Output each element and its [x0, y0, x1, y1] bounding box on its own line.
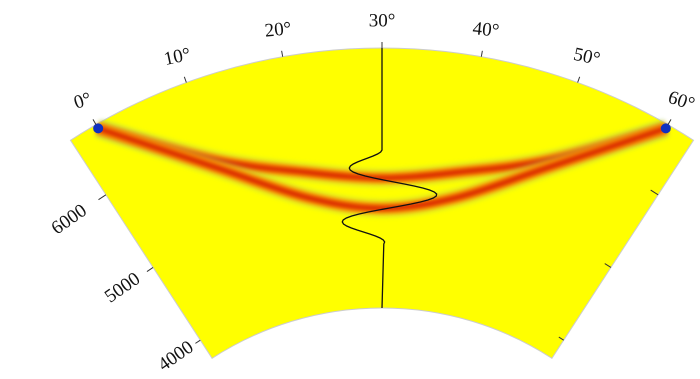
page: 0°10°20°30°40°50°60°400050006000 (() => … [0, 0, 700, 374]
y-tick-label: 5000 [101, 268, 144, 307]
source-dot [93, 123, 103, 133]
theta-tick-label: 40° [472, 18, 501, 42]
theta-tick-label: 50° [572, 44, 602, 70]
theta-tick-label: 10° [162, 44, 192, 70]
chart: 0° 10° 20° 30° 40° 50° 60° 4000 5000 6000 [0, 0, 700, 374]
theta-tick [282, 51, 283, 57]
y-tick [98, 195, 105, 200]
theta-tick-label: 30° [369, 10, 396, 31]
theta-tick [481, 51, 482, 57]
y-tick [147, 267, 153, 271]
source-dot [661, 123, 671, 133]
y-tick-label: 4000 [154, 337, 197, 374]
theta-tick [668, 119, 671, 124]
theta-tick [184, 77, 186, 83]
theta-tick [93, 119, 96, 124]
theta-tick [578, 77, 580, 83]
plot: 0° 10° 20° 30° 40° 50° 60° 4000 5000 6000 [48, 10, 698, 374]
y-tick [195, 340, 200, 343]
y-tick-label: 6000 [48, 200, 91, 239]
theta-tick-label: 20° [264, 18, 293, 42]
theta-tick-label: 0° [71, 88, 94, 113]
theta-tick-label: 60° [665, 87, 697, 115]
